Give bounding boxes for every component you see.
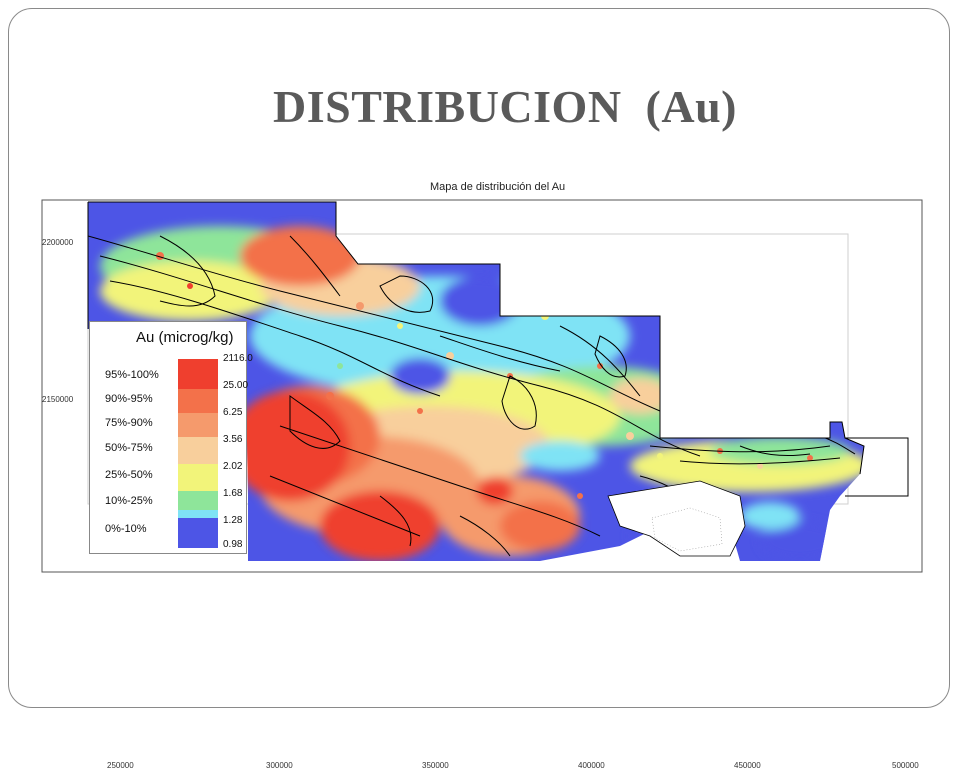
legend-swatch (178, 510, 218, 518)
legend-threshold: 0.98 (223, 539, 243, 550)
legend-threshold: 2116.0 (223, 353, 253, 364)
x-tick-label: 250000 (107, 761, 134, 770)
legend-swatch (178, 413, 218, 437)
x-tick-label: 350000 (422, 761, 449, 770)
legend-class-label: 75%-90% (105, 417, 153, 429)
legend-threshold: 3.56 (223, 434, 243, 445)
map-caption: Mapa de distribución del Au (430, 181, 566, 193)
map-legend: Au (microg/kg) 95%-100% 90%-95% 75%-90% … (89, 321, 253, 554)
legend-class-label: 95%-100% (105, 369, 159, 381)
legend-swatch (178, 389, 218, 413)
x-tick-label: 300000 (266, 761, 293, 770)
legend-class-label: 25%-50% (105, 469, 153, 481)
x-tick-label: 500000 (892, 761, 919, 770)
legend-swatch (178, 437, 218, 464)
legend-threshold: 6.25 (223, 407, 243, 418)
legend-threshold: 2.02 (223, 461, 243, 472)
legend-swatch (178, 359, 218, 389)
legend-class-label: 90%-95% (105, 393, 153, 405)
legend-swatch (178, 464, 218, 491)
legend-threshold: 1.28 (223, 515, 243, 526)
legend-swatch (178, 518, 218, 548)
x-tick-label: 400000 (578, 761, 605, 770)
y-tick-label: 2150000 (42, 395, 74, 404)
legend-title: Au (microg/kg) (136, 329, 234, 346)
survey-block-outline (88, 201, 909, 497)
legend-class-label: 0%-10% (105, 523, 147, 535)
y-tick-label: 2200000 (42, 238, 74, 247)
unmapped-area (607, 480, 746, 557)
legend-threshold: 1.68 (223, 488, 243, 499)
slide-title: DISTRIBUCION (Au) (273, 81, 737, 132)
legend-threshold: 25.00 (223, 380, 249, 391)
legend-class-label: 50%-75% (105, 442, 153, 454)
x-tick-label: 450000 (734, 761, 761, 770)
legend-class-label: 10%-25% (105, 495, 153, 507)
